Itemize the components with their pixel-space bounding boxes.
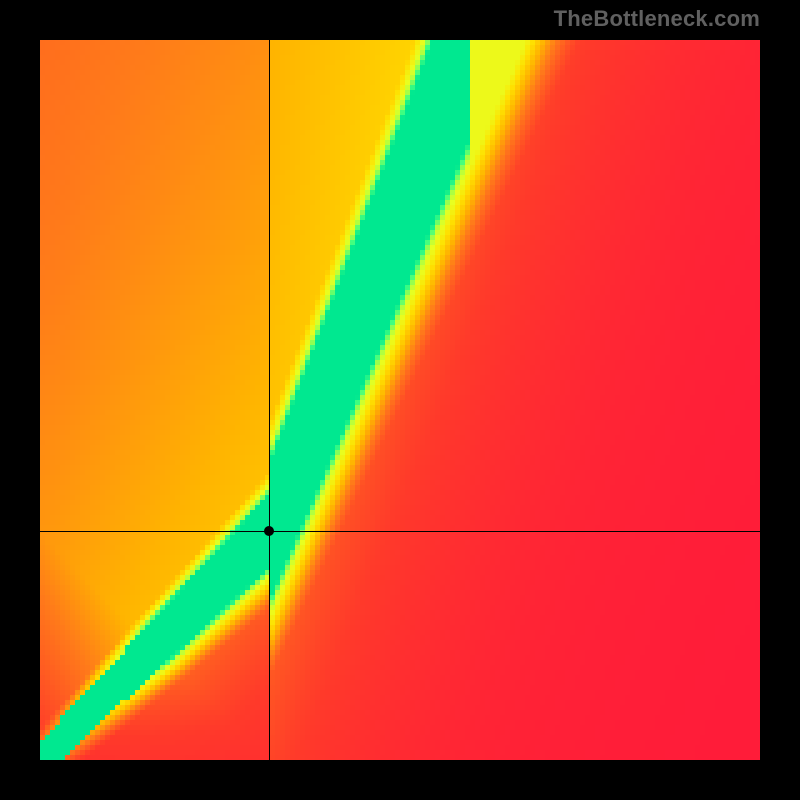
watermark-text: TheBottleneck.com [554,6,760,32]
figure-root: TheBottleneck.com [0,0,800,800]
crosshair-vertical [269,40,270,760]
crosshair-horizontal [40,531,760,532]
plot-area [40,40,760,760]
marker-point [264,526,274,536]
heatmap-canvas [40,40,760,760]
